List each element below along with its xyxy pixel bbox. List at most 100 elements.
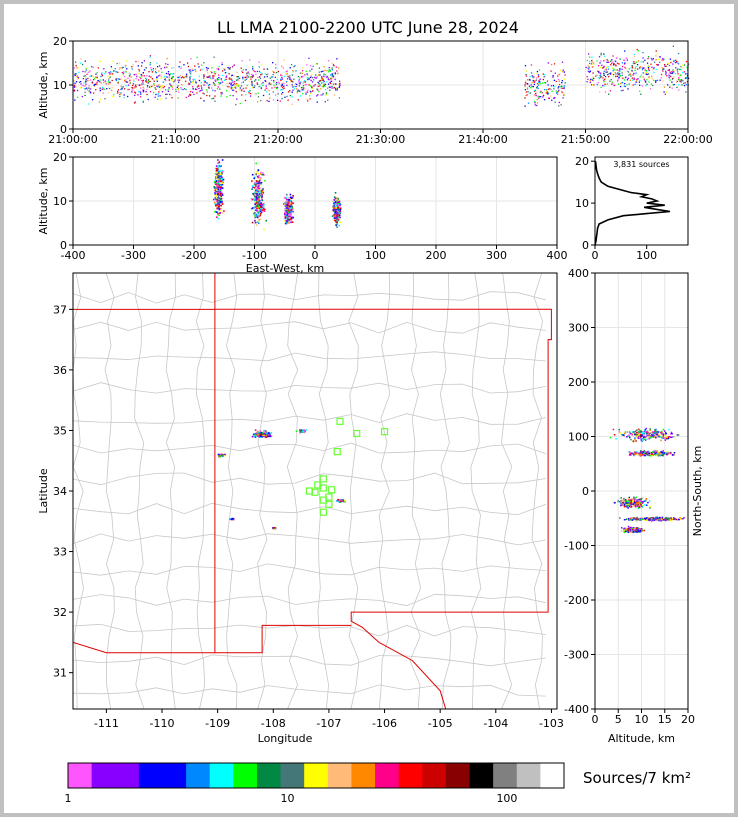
ns-source-point [644, 500, 647, 502]
th-source-point [202, 92, 204, 94]
th-source-point [132, 84, 134, 87]
ew-source-point [221, 169, 224, 172]
ns-source-point [635, 519, 637, 522]
plan-source-point [263, 432, 266, 435]
th-source-point [655, 59, 657, 61]
th-source-point [289, 67, 291, 69]
th-source-point [270, 83, 272, 85]
ew-source-point [250, 207, 253, 210]
ns-source-point [637, 502, 640, 504]
th-source-point [553, 86, 555, 88]
th-source-point [306, 76, 308, 79]
ew-source-point [337, 203, 340, 206]
th-source-point [633, 61, 635, 63]
th-source-point [647, 66, 650, 69]
th-source-point [151, 85, 153, 88]
ew-source-point [260, 190, 262, 192]
ns-source-point [627, 505, 629, 507]
th-source-point [534, 104, 536, 106]
th-source-point [73, 85, 76, 88]
ew-source-point [214, 196, 217, 199]
ew-source-point [286, 220, 289, 223]
ns-source-point [632, 500, 634, 503]
ns-source-point [663, 434, 666, 436]
th-source-point [254, 85, 256, 87]
th-source-point [603, 85, 605, 87]
th-source-point [108, 77, 110, 80]
ew-source-point [217, 188, 220, 191]
plan-source-point [252, 433, 255, 436]
ew-source-point [290, 201, 293, 204]
th-source-point [253, 70, 255, 72]
ew-source-point [285, 193, 288, 196]
th-source-point [168, 87, 170, 89]
th-source-point [633, 72, 635, 75]
county-line [73, 273, 84, 709]
th-source-point [546, 80, 549, 82]
th-source-point [623, 59, 626, 61]
th-source-point [666, 75, 668, 77]
ew-source-point [337, 198, 340, 200]
plan-source-point [268, 434, 271, 436]
hist-axes-frame [594, 156, 689, 246]
th-source-point [125, 78, 127, 81]
th-source-point [204, 81, 206, 84]
th-source-point [633, 78, 635, 81]
ew-source-point [260, 212, 262, 215]
th-source-point [276, 81, 278, 84]
ew-source-point [219, 165, 222, 168]
ew-source-point [339, 208, 342, 210]
th-source-point [191, 68, 194, 70]
th-source-point [242, 69, 244, 71]
th-source-point [292, 86, 294, 88]
ns-source-point [631, 431, 634, 433]
th-source-point [200, 85, 202, 87]
th-source-point [107, 79, 110, 81]
th-source-point [232, 89, 234, 91]
ns-source-point [633, 531, 635, 533]
th-source-point [280, 78, 282, 80]
th-source-point [685, 60, 688, 63]
th-source-point [242, 87, 245, 90]
th-source-point [533, 90, 536, 92]
th-source-point [291, 80, 293, 83]
th-source-point [316, 101, 318, 103]
ew-source-point [260, 181, 263, 184]
th-source-point [277, 93, 279, 95]
ew-source-point [218, 208, 220, 210]
th-source-point [603, 70, 605, 73]
th-source-point [333, 86, 335, 89]
th-source-point [107, 75, 109, 78]
ew-source-point [251, 185, 254, 187]
th-source-point [135, 77, 137, 80]
ew-source-point [254, 182, 257, 184]
th-source-point [251, 83, 253, 85]
ns-source-point [650, 435, 653, 438]
th-source-point [89, 75, 91, 78]
th-source-point [563, 85, 566, 87]
ns-source-point [648, 519, 650, 522]
ew-source-point [289, 205, 291, 208]
ns-source-point [648, 436, 650, 438]
ew-source-point [220, 199, 223, 202]
ew-source-point [284, 216, 287, 219]
th-source-point [136, 84, 138, 86]
th-source-point [264, 73, 266, 75]
ns-source-point [642, 501, 644, 503]
th-source-point [544, 89, 546, 91]
ns-source-point [628, 496, 631, 499]
ns-source-point [645, 519, 648, 521]
th-source-point [542, 82, 544, 84]
ew-source-point [221, 171, 223, 174]
ns-source-point [630, 505, 633, 508]
th-source-point [619, 58, 621, 60]
plan-source-point [231, 517, 234, 520]
th-source-point [140, 65, 143, 67]
th-source-point [678, 84, 680, 86]
th-source-point [555, 90, 557, 92]
ns-source-point [649, 428, 651, 430]
th-source-point [81, 95, 83, 98]
ew-source-point [260, 171, 262, 174]
ns-source-point [629, 500, 631, 503]
th-source-point [218, 77, 220, 79]
